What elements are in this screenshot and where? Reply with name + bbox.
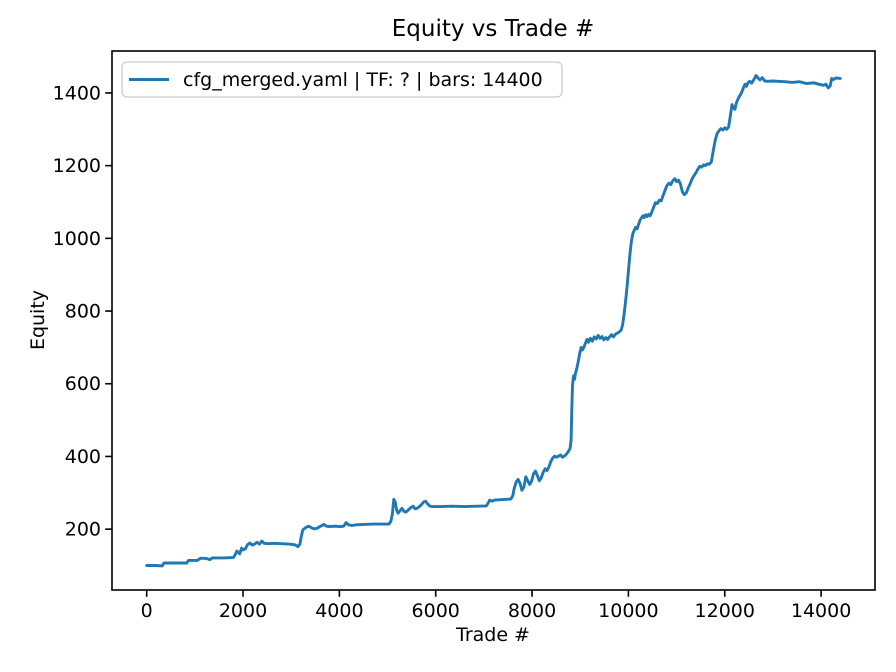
- y-tick-label: 600: [65, 373, 101, 395]
- plot-area: [112, 51, 875, 590]
- x-tick-label: 2000: [219, 600, 267, 622]
- axes-spines: [111, 50, 876, 591]
- x-axis-ticks: 0 2000 4000 6000 8000 10000 12000 14000: [141, 590, 851, 622]
- y-axis-ticks: 200 400 600 800 1000 1200 1400: [53, 82, 112, 541]
- y-axis-label: Equity: [27, 290, 49, 350]
- y-tick-label: 1200: [53, 155, 101, 177]
- x-tick-label: 0: [141, 600, 153, 622]
- legend: cfg_merged.yaml | TF: ? | bars: 14400: [121, 61, 563, 98]
- chart-title: Equity vs Trade #: [392, 16, 595, 42]
- x-tick-label: 10000: [598, 600, 658, 622]
- legend-box: [121, 61, 563, 98]
- x-tick-label: 12000: [695, 600, 755, 622]
- x-tick-label: 6000: [412, 600, 460, 622]
- legend-label: cfg_merged.yaml | TF: ? | bars: 14400: [183, 69, 543, 91]
- x-tick-label: 8000: [508, 600, 556, 622]
- x-tick-label: 4000: [315, 600, 363, 622]
- x-axis-label: Trade #: [455, 624, 530, 646]
- y-tick-label: 1400: [53, 82, 101, 104]
- y-tick-label: 400: [65, 446, 101, 468]
- x-tick-label: 14000: [791, 600, 851, 622]
- y-tick-label: 1000: [53, 228, 101, 250]
- equity-line-series: [145, 74, 842, 568]
- y-tick-label: 800: [65, 301, 101, 323]
- y-tick-label: 200: [65, 519, 101, 541]
